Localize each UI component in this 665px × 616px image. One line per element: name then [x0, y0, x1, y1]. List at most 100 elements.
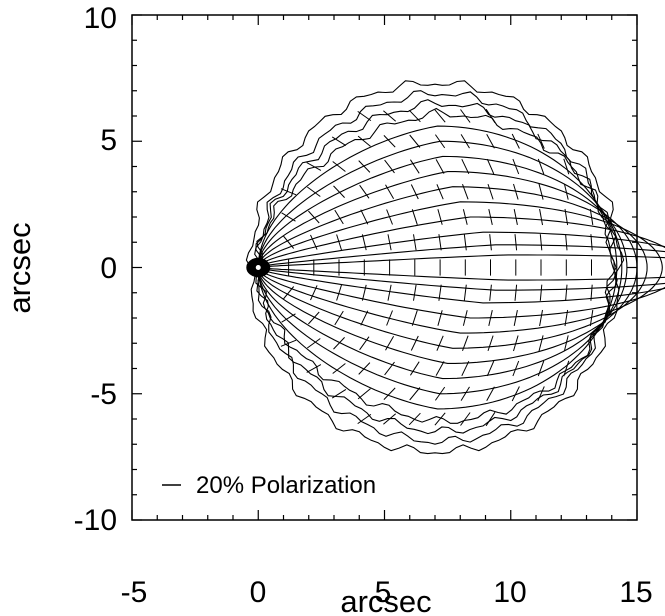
- contour-line: [257, 186, 648, 349]
- polarization-vector: [437, 209, 443, 225]
- polarization-vector: [409, 134, 421, 148]
- polarization-vector: [511, 386, 520, 402]
- x-tick-label: -5: [121, 576, 148, 609]
- polarization-vector: [332, 161, 346, 172]
- polarization-vector: [462, 209, 468, 225]
- polarization-vector: [434, 386, 446, 401]
- polarization-vector: [486, 360, 495, 377]
- legend-label: 20% Polarization: [196, 472, 376, 499]
- polarization-vector: [435, 361, 445, 376]
- polarization-vector: [281, 212, 296, 222]
- polarization-vector: [385, 184, 395, 199]
- polarization-vector: [514, 234, 518, 251]
- source-core: [253, 263, 264, 272]
- polarization-vector: [410, 335, 419, 351]
- polarization-vector: [487, 183, 494, 200]
- polarization-vector: [463, 284, 467, 301]
- polarization-vector: [539, 208, 543, 226]
- tick-group: [131, 14, 638, 521]
- polarization-vector: [512, 158, 520, 175]
- y-tick-label: -5: [90, 378, 117, 411]
- polarization-vector: [357, 135, 371, 147]
- polarization-vector: [409, 387, 421, 401]
- polarization-vector: [565, 234, 568, 251]
- contour-line: [245, 80, 625, 455]
- polarization-vector: [331, 388, 347, 399]
- polarization-vector: [489, 284, 492, 301]
- polarization-vector: [563, 183, 569, 200]
- polarization-vector: [283, 235, 295, 249]
- polarization-vector: [386, 209, 393, 225]
- polarization-vector: [461, 360, 470, 377]
- contour-line: [257, 171, 638, 364]
- polarization-vector: [513, 183, 519, 200]
- polarization-vector: [460, 412, 471, 426]
- polarization-vector: [436, 184, 444, 200]
- polarization-vector: [564, 309, 569, 327]
- polarization-vector: [331, 136, 347, 147]
- polarization-vector: [563, 360, 570, 377]
- polarization-vector: [488, 208, 493, 226]
- polarization-vector: [537, 158, 545, 175]
- polarization-vector: [539, 234, 543, 251]
- polarization-vector: [280, 188, 297, 196]
- y-tick-label: 5: [100, 124, 117, 157]
- polarization-vector: [590, 284, 593, 301]
- polarization-vector: [486, 386, 495, 402]
- polarization-vector: [537, 133, 545, 149]
- polarization-vector: [387, 234, 392, 251]
- polarization-vector: [437, 310, 443, 326]
- polarization-vector: [333, 337, 345, 350]
- plot-frame: [131, 14, 638, 521]
- polarization-vector: [336, 284, 342, 301]
- polarization-vector: [565, 284, 568, 301]
- polarization-vector: [488, 309, 493, 327]
- polarization-vector: [336, 234, 342, 251]
- polarization-vector: [463, 234, 467, 251]
- polarization-vector: [310, 234, 318, 250]
- polarization-vector: [358, 160, 371, 173]
- polarization-vector: [357, 388, 371, 400]
- polarization-vector: [408, 109, 421, 123]
- polarization-vector: [360, 209, 369, 225]
- polarization-vector: [460, 134, 470, 149]
- polarization-vector: [384, 361, 395, 376]
- polarization-vector: [306, 162, 322, 171]
- polarization-vector: [361, 284, 367, 301]
- contour-line: [254, 90, 617, 445]
- polarization-vector: [513, 209, 518, 225]
- polarization-vector: [383, 110, 397, 122]
- polarization-vector: [434, 134, 446, 149]
- polarization-vector: [310, 285, 318, 301]
- polarization-vector: [489, 234, 492, 251]
- polarization-vector: [359, 336, 370, 351]
- y-tick-label: 10: [84, 2, 117, 35]
- polarization-vector: [413, 284, 417, 301]
- polarization-vector: [357, 413, 372, 425]
- polarization-vector: [589, 309, 594, 327]
- polarization-vector: [537, 360, 545, 377]
- polarization-vector: [485, 411, 496, 427]
- polarization-vector: [514, 284, 518, 301]
- polarization-vector: [538, 335, 544, 352]
- polarization-vector: [306, 364, 322, 373]
- x-tick-label: 5: [375, 576, 392, 609]
- polarization-vector: [434, 412, 446, 426]
- polarization-vector: [360, 310, 369, 326]
- polarization-vector: [385, 336, 395, 351]
- polarization-vector: [384, 159, 395, 174]
- contour-line: [257, 216, 665, 319]
- polarization-vector: [538, 183, 544, 200]
- polarization-vector: [486, 158, 495, 175]
- polarization-vector: [461, 158, 470, 175]
- contour-line: [257, 125, 618, 410]
- vector-group: [280, 108, 594, 427]
- contour-line: [257, 231, 665, 304]
- polarization-vector: [386, 310, 393, 326]
- polarization-vector: [334, 209, 344, 225]
- polarization-vector: [460, 386, 470, 401]
- polarization-vector: [436, 335, 444, 351]
- contour-line: [255, 99, 617, 435]
- polarization-vector: [281, 313, 296, 323]
